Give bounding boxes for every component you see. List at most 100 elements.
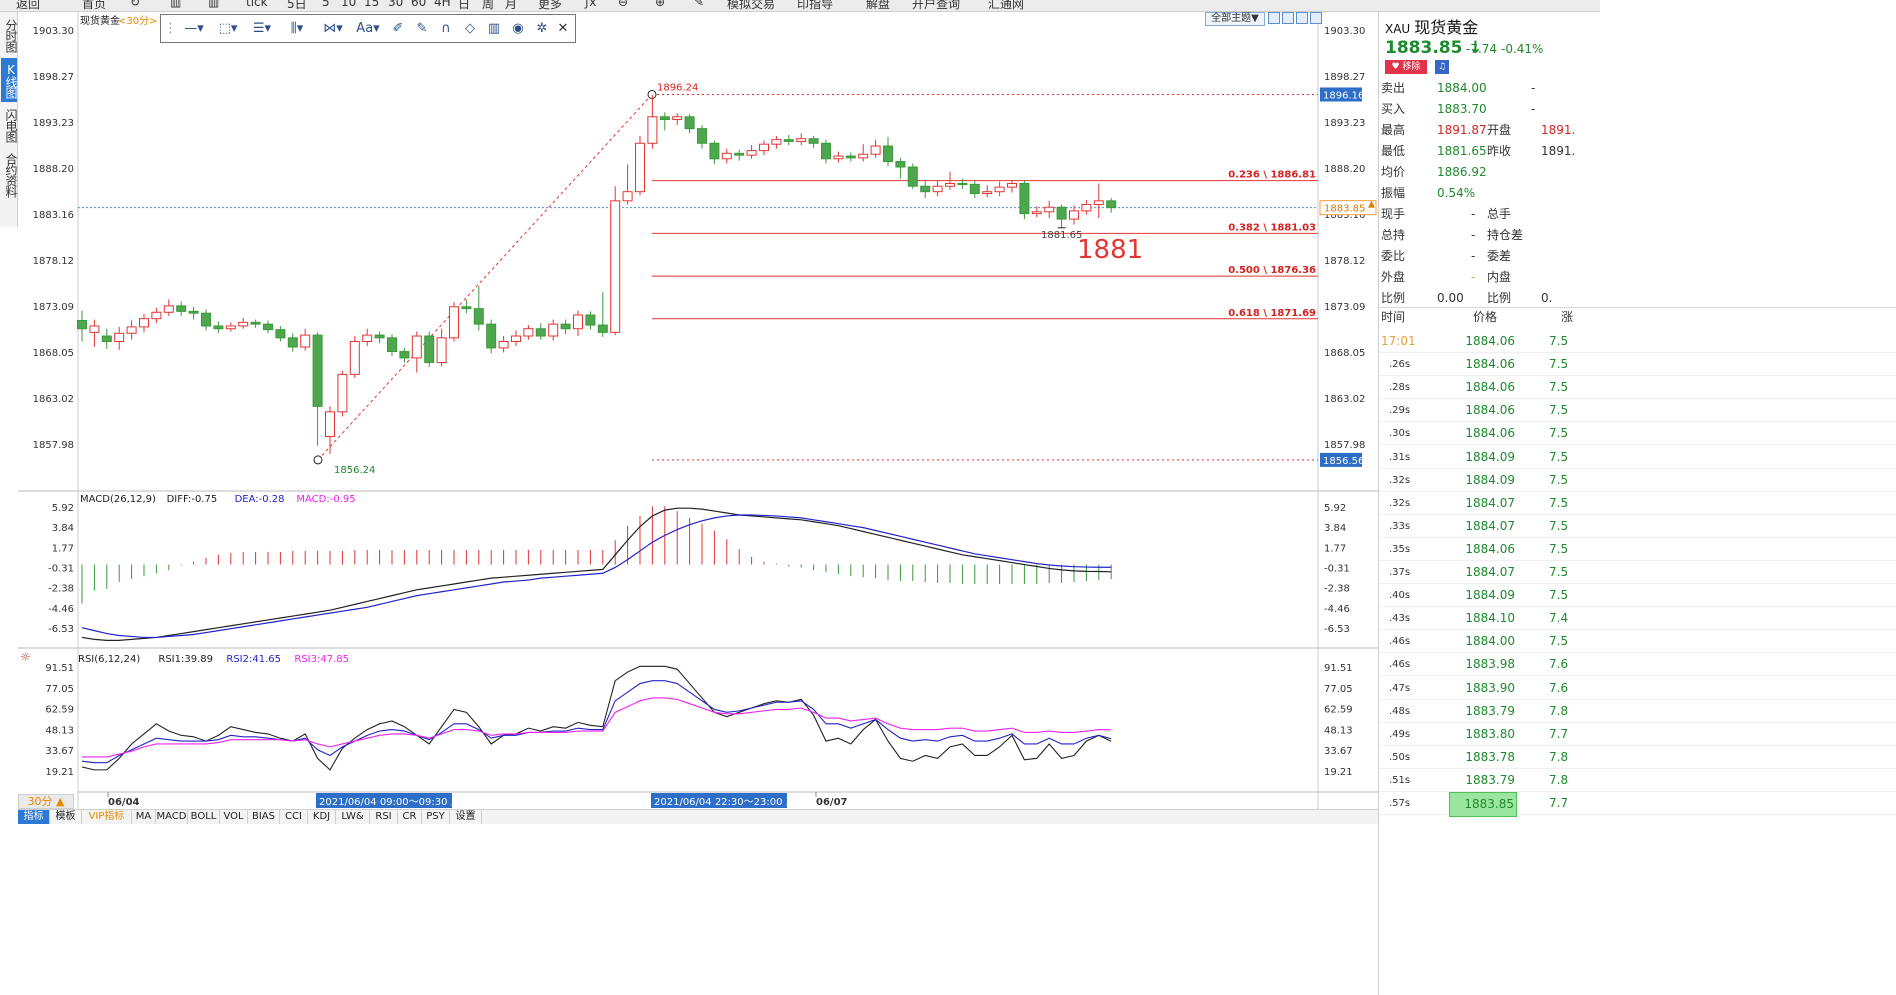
- tick-price: 1883.78: [1465, 749, 1515, 764]
- toolbar-back[interactable]: 返回: [16, 0, 41, 11]
- tab-flash[interactable]: 闪电图: [4, 108, 18, 142]
- theme-select[interactable]: 全部主题▼: [1205, 12, 1265, 26]
- price-tick-left: 1898.27: [33, 72, 74, 83]
- toolbar-analysis[interactable]: 解盘: [866, 0, 891, 11]
- pattern-tool-icon[interactable]: ⋈▾: [323, 21, 343, 36]
- candle-body: [684, 116, 695, 130]
- quote-label: 最低: [1381, 144, 1406, 158]
- toolbar-fx678[interactable]: 汇通网: [988, 0, 1025, 11]
- layout-2-icon[interactable]: [1282, 12, 1294, 24]
- ind-cr[interactable]: CR: [398, 810, 422, 824]
- eye-icon[interactable]: ◉: [512, 21, 524, 36]
- toolbar-home[interactable]: 首页: [82, 0, 107, 11]
- rsi-legend-item: RSI2:41.65: [226, 654, 281, 665]
- ind-settings[interactable]: 设置: [450, 810, 482, 824]
- toolbar-sim-trade[interactable]: 模拟交易: [727, 0, 776, 11]
- toolbar-fx[interactable]: ƒx: [585, 0, 597, 9]
- ind-rsi[interactable]: RSI: [370, 810, 398, 824]
- toolbar-10m[interactable]: 10: [341, 0, 357, 9]
- fib-retracement[interactable]: 0.236 \ 1886.81 0.382 \ 1881.03 0.500 \ 18…: [313, 82, 1364, 476]
- pencil-icon[interactable]: ✎: [416, 21, 428, 36]
- ind-tab-vip[interactable]: VIP指标: [82, 810, 132, 824]
- candle-body: [1031, 211, 1042, 215]
- refresh-icon[interactable]: ↻: [130, 0, 141, 9]
- tab-timeshare[interactable]: 分时图: [4, 18, 18, 52]
- zoom-in-icon[interactable]: ⊖: [618, 0, 629, 9]
- candles: [77, 94, 1117, 454]
- kline-chart[interactable]: 1903.30 1903.30 1898.27 1898.27 1893.23 1893.…: [0, 0, 1378, 809]
- toolbar-more[interactable]: 更多: [538, 0, 563, 11]
- tick-time: .49s: [1389, 728, 1411, 740]
- toolbar-60m[interactable]: 60: [411, 0, 427, 9]
- gear-icon[interactable]: ☼: [20, 650, 31, 664]
- ind-cci[interactable]: CCI: [280, 810, 308, 824]
- toolbar-account[interactable]: 开户查询: [912, 0, 961, 11]
- tab-contract-info[interactable]: 合约资料: [4, 153, 18, 197]
- toolbar-5m[interactable]: 5: [322, 0, 330, 9]
- close-icon[interactable]: ✕: [557, 21, 569, 36]
- candle-body: [709, 142, 720, 160]
- ruler-icon[interactable]: ✐: [392, 21, 404, 36]
- magnet-icon[interactable]: ∩: [441, 21, 451, 36]
- annotation-text[interactable]: 1881: [1077, 235, 1143, 265]
- toolbar-week[interactable]: 周: [482, 0, 495, 11]
- eraser-icon[interactable]: ◇: [465, 21, 475, 36]
- candle-body: [461, 306, 472, 310]
- ind-ma[interactable]: MA: [132, 810, 156, 824]
- channel-tool-icon[interactable]: ☰▾: [252, 21, 272, 36]
- ind-vol[interactable]: VOL: [220, 810, 248, 824]
- drag-handle-icon[interactable]: ⋮: [164, 21, 177, 36]
- gann-tool-icon[interactable]: ⫼▾: [290, 21, 304, 36]
- instrument-code: XAU: [1385, 22, 1411, 36]
- candle-chart-icon[interactable]: ▥: [208, 0, 220, 9]
- candle-body: [659, 116, 670, 121]
- shape-tool-icon[interactable]: ⬚▾: [218, 21, 238, 36]
- tick-time: .31s: [1389, 451, 1411, 463]
- toolbar-tick[interactable]: tick: [246, 0, 268, 9]
- pen-icon[interactable]: ✎: [694, 0, 705, 9]
- tab-kline[interactable]: K线图: [1, 58, 18, 102]
- zoom-out-icon[interactable]: ⊕: [655, 0, 666, 9]
- layout-3-icon[interactable]: [1296, 12, 1308, 24]
- layout-1-icon[interactable]: [1268, 12, 1280, 24]
- candle-body: [312, 334, 323, 407]
- remove-watch-button[interactable]: ♥ 移除: [1385, 60, 1427, 74]
- tick-price: 1883.79: [1465, 772, 1515, 787]
- toolbar-day[interactable]: 日: [458, 0, 471, 11]
- ind-bias[interactable]: BIAS: [248, 810, 280, 824]
- fib-low-handle[interactable]: [313, 455, 323, 465]
- rsi-tick-left: 91.51: [45, 663, 74, 674]
- candle-body: [126, 326, 137, 334]
- ind-boll[interactable]: BOLL: [188, 810, 220, 824]
- ind-tab-template[interactable]: 模板: [50, 810, 82, 824]
- toolbar-month[interactable]: 月: [505, 0, 518, 11]
- text-tool-icon[interactable]: Aa▾: [356, 21, 380, 36]
- ind-kdj[interactable]: KDJ: [308, 810, 336, 824]
- ind-psy[interactable]: PSY: [422, 810, 450, 824]
- price-tick-left: 1903.30: [33, 26, 74, 37]
- fib-trend-line[interactable]: [317, 94, 653, 461]
- candle-body: [821, 142, 831, 160]
- settings-icon[interactable]: ✲: [536, 21, 548, 36]
- toolbar-guide[interactable]: 印指导: [797, 0, 834, 11]
- price-tick-left: 1873.09: [33, 302, 74, 313]
- price-tick-left: 1888.20: [33, 164, 74, 175]
- trash-icon[interactable]: ▥: [487, 21, 501, 36]
- bar-chart-icon[interactable]: ▥: [170, 0, 182, 9]
- quote-row: 振幅 0.54%: [1379, 183, 1896, 204]
- toolbar-30m[interactable]: 30: [388, 0, 404, 9]
- ind-tab-indicator[interactable]: 指标: [18, 810, 50, 824]
- quote-label: 买入: [1381, 102, 1406, 116]
- alert-bell-icon[interactable]: ♫: [1435, 60, 1449, 74]
- quote-label-2: 开盘: [1487, 123, 1512, 137]
- quote-value: 1886.92: [1437, 165, 1487, 179]
- ind-lw[interactable]: LW&: [336, 810, 370, 824]
- toolbar-15m[interactable]: 15: [364, 0, 380, 9]
- period-select[interactable]: 30分 ▲: [18, 794, 74, 809]
- quote-row: 最低 1881.65 昨收 1891.: [1379, 141, 1896, 162]
- toolbar-5d[interactable]: 5日: [287, 0, 307, 11]
- line-tool-icon[interactable]: —▾: [184, 21, 204, 36]
- layout-4-icon[interactable]: [1310, 12, 1322, 24]
- toolbar-4h[interactable]: 4H: [434, 0, 451, 9]
- ind-macd[interactable]: MACD: [156, 810, 188, 824]
